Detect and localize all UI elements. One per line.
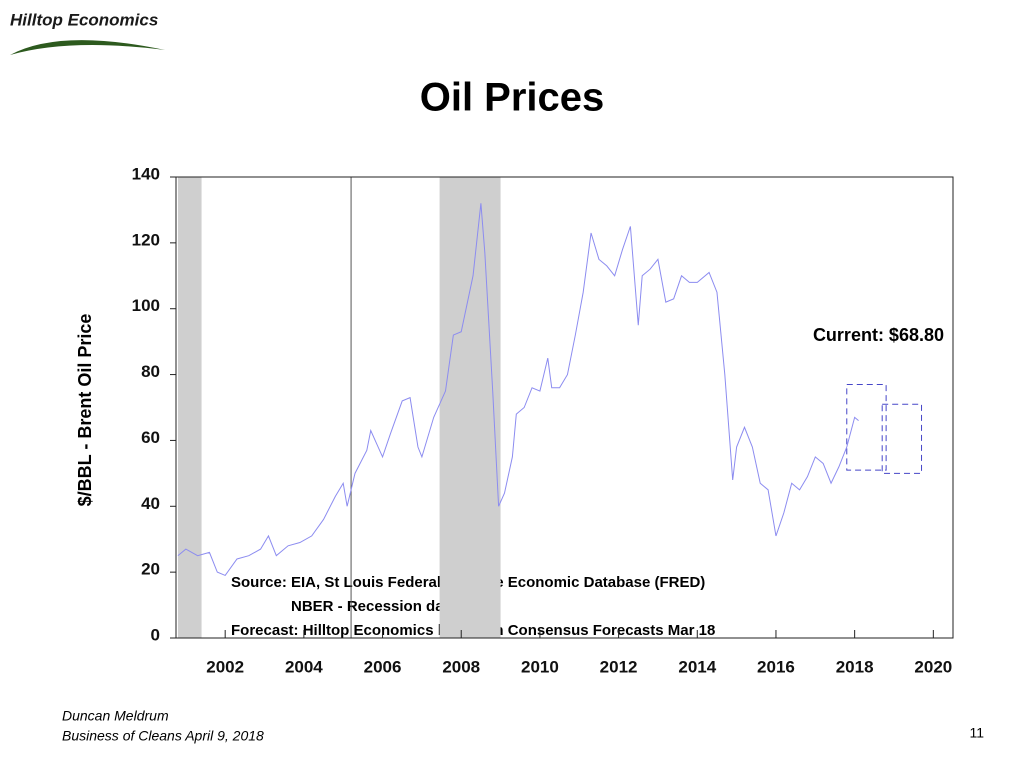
x-tick-label: 2016: [757, 657, 795, 676]
x-tick-label: 2010: [521, 657, 559, 676]
x-tick-label: 2002: [206, 657, 244, 676]
plot-frame: [175, 176, 954, 639]
y-tick-label: 60: [141, 428, 160, 447]
x-tick-label: 2004: [285, 657, 323, 676]
recession-band: [177, 177, 202, 638]
y-axis-label: $/BBL - Brent Oil Price: [75, 314, 95, 507]
logo: Hilltop Economics: [10, 10, 158, 29]
forecast-range: [846, 383, 887, 471]
y-tick-label: 120: [132, 230, 160, 249]
recession-band: [439, 177, 501, 638]
x-tick-label: 2006: [364, 657, 402, 676]
y-tick-label: 40: [141, 494, 160, 513]
source-note: NBER - Recession dating: [291, 598, 471, 615]
plot: 0 20 40 60 80 100 120 140 2002 2004 2006 2008 2010 20…: [132, 164, 954, 676]
x-tick-label: 2012: [600, 657, 638, 676]
x-tick-label: 2014: [678, 657, 716, 676]
y-tick-label: 0: [151, 625, 160, 644]
y-tick-label: 80: [141, 362, 160, 381]
x-tick-label: 2018: [836, 657, 874, 676]
y-tick-label: 100: [132, 296, 160, 315]
price-line: [177, 203, 859, 577]
logo-swoosh: [10, 40, 165, 55]
y-tick-label: 20: [141, 560, 160, 579]
forecast-range: [881, 403, 923, 474]
footer-author: Duncan Meldrum: [62, 708, 169, 724]
chart-title: Oil Prices: [420, 76, 605, 120]
x-tick-label: 2020: [914, 657, 952, 676]
page-number: 11: [969, 725, 984, 741]
footer-event: Business of Cleans April 9, 2018: [62, 728, 264, 744]
annotation: Current: $68.80: [813, 325, 944, 345]
x-tick-label: 2008: [442, 657, 480, 676]
y-tick-label: 140: [132, 164, 160, 183]
